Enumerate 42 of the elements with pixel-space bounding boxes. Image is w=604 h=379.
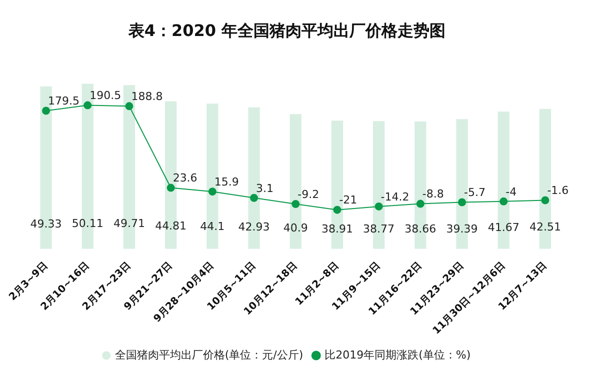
data-label: 3.1 (256, 182, 274, 195)
point (208, 188, 216, 196)
point (500, 197, 508, 206)
data-label: 41.67 (488, 221, 520, 234)
point (166, 184, 175, 192)
point (374, 202, 383, 210)
legend-label: 比2019年同期涨跌(单位：%) (324, 348, 471, 362)
point (84, 101, 92, 110)
data-label: -1.6 (547, 184, 569, 198)
point (42, 106, 50, 115)
data-label: 38.91 (321, 222, 353, 236)
data-label: 179.5 (48, 94, 80, 108)
point (292, 200, 300, 208)
data-label: 49.33 (30, 217, 62, 230)
point (541, 196, 550, 204)
data-label: 38.66 (404, 222, 436, 236)
point (250, 194, 258, 202)
data-label: -4 (506, 185, 517, 198)
data-label: 190.5 (90, 89, 122, 102)
data-label: -14.2 (380, 190, 410, 204)
data-label: 40.9 (283, 222, 308, 235)
data-label: 49.71 (113, 217, 145, 230)
point (333, 206, 342, 214)
data-label: 38.77 (363, 222, 395, 236)
data-label: 39.39 (446, 222, 478, 236)
point (125, 102, 134, 110)
chart-title: 表4：2020 年全国猪肉平均出厂价格走势图 (127, 20, 446, 40)
data-label: 15.9 (214, 175, 239, 188)
data-label: 188.8 (131, 90, 163, 104)
data-label: 42.93 (238, 220, 270, 234)
legend-label: 全国猪肉平均出厂价格(单位：元/公斤) (114, 348, 304, 362)
data-label: 44.81 (155, 220, 187, 233)
data-label: -5.7 (464, 186, 486, 200)
data-label: -21 (339, 194, 358, 207)
data-label: 44.1 (200, 220, 225, 233)
point (458, 198, 466, 206)
data-label: -9.2 (298, 188, 320, 201)
point (416, 200, 424, 208)
data-label: -8.8 (422, 188, 444, 201)
data-label: 50.11 (72, 216, 104, 230)
data-label: 23.6 (172, 172, 198, 185)
data-label: 42.51 (529, 220, 561, 234)
